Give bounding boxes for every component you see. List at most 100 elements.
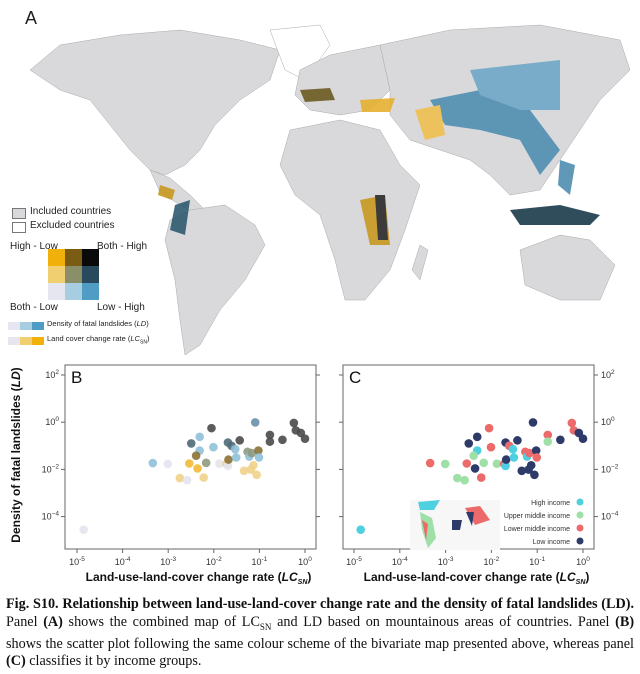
- panel-a-label: A: [25, 8, 37, 28]
- ld-legend-label: Density of fatal landslides (LD): [47, 319, 149, 328]
- scatter-point: [252, 470, 261, 480]
- scatter-point: [425, 458, 435, 468]
- lc-ramp: [8, 337, 44, 345]
- caption-text: (A): [43, 613, 63, 630]
- scatter-point: [148, 458, 158, 468]
- bivariate-cell: [82, 249, 99, 266]
- scatter-point: [470, 464, 480, 473]
- scatter-point: [526, 460, 536, 470]
- inset-india: [466, 512, 474, 526]
- x-tick-label: 100: [298, 556, 312, 567]
- scatter-point: [289, 418, 299, 428]
- scatter-point: [530, 470, 539, 480]
- africa: [279, 119, 421, 301]
- bivariate-cell: [82, 283, 99, 300]
- scatter-point: [182, 475, 192, 485]
- corner-low-high: Low - High: [97, 302, 145, 313]
- iran-patch: [415, 105, 445, 140]
- y-tick-label: 10−4: [42, 511, 60, 522]
- scatter-point: [300, 434, 310, 443]
- y-tick-label: 10−4: [601, 511, 619, 522]
- excluded-swatch: [12, 222, 26, 233]
- bivariate-cell: [48, 266, 65, 283]
- inset-north-america: [418, 500, 440, 510]
- y-tick-label: 102: [601, 369, 615, 380]
- scatter-point: [531, 446, 541, 455]
- australia: [519, 234, 616, 301]
- scatter-point: [250, 418, 260, 427]
- ramp-swatch: [8, 322, 20, 330]
- andes-patch: [170, 200, 190, 235]
- panel-label: B: [71, 368, 82, 387]
- scatter-panels: Density of fatal landslides (LD) B 10-5 10…: [9, 364, 619, 586]
- inset-south-america: [420, 512, 436, 548]
- scatter-point: [452, 473, 462, 483]
- legend-label: Low income: [533, 539, 570, 546]
- scatter-point: [199, 473, 208, 482]
- china-patch: [470, 60, 560, 110]
- scatter-point: [440, 459, 450, 469]
- scatter-point: [79, 525, 88, 534]
- caption-fig-number: Fig. S10.: [6, 596, 59, 612]
- x-tick-label: 10-4: [392, 556, 408, 567]
- scatter-point: [543, 430, 553, 440]
- bivariate-cell: [65, 249, 82, 266]
- scatter-point: [254, 453, 264, 462]
- lc-legend-label: Land cover change rate (LCSN): [47, 334, 150, 346]
- included-swatch: [12, 208, 26, 219]
- legend-marker: [576, 511, 584, 519]
- alps-patch: [300, 88, 335, 102]
- x-tick-label: 10-1: [252, 556, 268, 567]
- x-tick-label: 10-3: [438, 556, 454, 567]
- x-tick-label: 10-2: [206, 556, 222, 567]
- scatter-point: [235, 436, 245, 445]
- income-inset-map: [410, 500, 500, 550]
- figure-caption: Fig. S10. Relationship between land-use-…: [6, 596, 634, 671]
- north-america: [29, 29, 281, 176]
- scatter-point: [464, 439, 474, 448]
- included-label: Included countries: [30, 206, 112, 217]
- scatter-point: [356, 525, 365, 534]
- scatter-point: [163, 459, 173, 469]
- excluded-label: Excluded countries: [30, 220, 115, 231]
- inset-south-asia: [465, 506, 490, 525]
- scatter-point: [265, 437, 275, 446]
- bivariate-legend-grid: [48, 249, 99, 300]
- caption-text: shows the combined map of LC: [68, 613, 260, 630]
- indonesia-patch: [510, 205, 600, 225]
- corner-high-low: High - Low: [10, 241, 58, 252]
- scatter-point: [517, 466, 527, 476]
- ld-ramp: [8, 322, 44, 330]
- plot-frame: [64, 364, 317, 550]
- ramp-swatch: [32, 337, 44, 345]
- madagascar: [411, 244, 429, 281]
- scatter-point: [556, 435, 565, 445]
- scatter-point: [567, 418, 577, 428]
- legend-marker: [576, 537, 584, 545]
- scatter-point: [462, 459, 472, 468]
- scatter-point: [472, 432, 482, 442]
- y-tick-label: 100: [601, 416, 615, 427]
- scatter-point: [486, 442, 496, 452]
- x-tick-label: 10-1: [529, 556, 545, 567]
- scatter-point: [186, 439, 196, 448]
- legend-marker: [576, 498, 584, 506]
- scatter-point: [479, 458, 489, 468]
- east-africa-dark: [375, 195, 388, 240]
- bivariate-cell: [48, 283, 65, 300]
- panel-b-plot: B 10-5 10-4 10-3 10-2 10-1 100 102 100 10−2 10−4 La…: [42, 364, 320, 586]
- scatter-point: [184, 459, 194, 468]
- scatter-point: [578, 434, 588, 443]
- scatter-point: [247, 448, 257, 458]
- himalaya-patch: [430, 90, 560, 175]
- x-axis-label: Land-use-land-cover change rate (LCSN): [86, 570, 312, 586]
- scatter-point: [501, 455, 511, 464]
- scatter-point: [207, 423, 216, 433]
- central-america-patch: [158, 185, 175, 200]
- x-tick-label: 100: [576, 556, 590, 567]
- scatter-point: [469, 451, 478, 461]
- world-map: A: [25, 8, 631, 356]
- scatter-point: [193, 464, 202, 473]
- scatter-point: [492, 459, 502, 469]
- panel-label: C: [349, 368, 361, 387]
